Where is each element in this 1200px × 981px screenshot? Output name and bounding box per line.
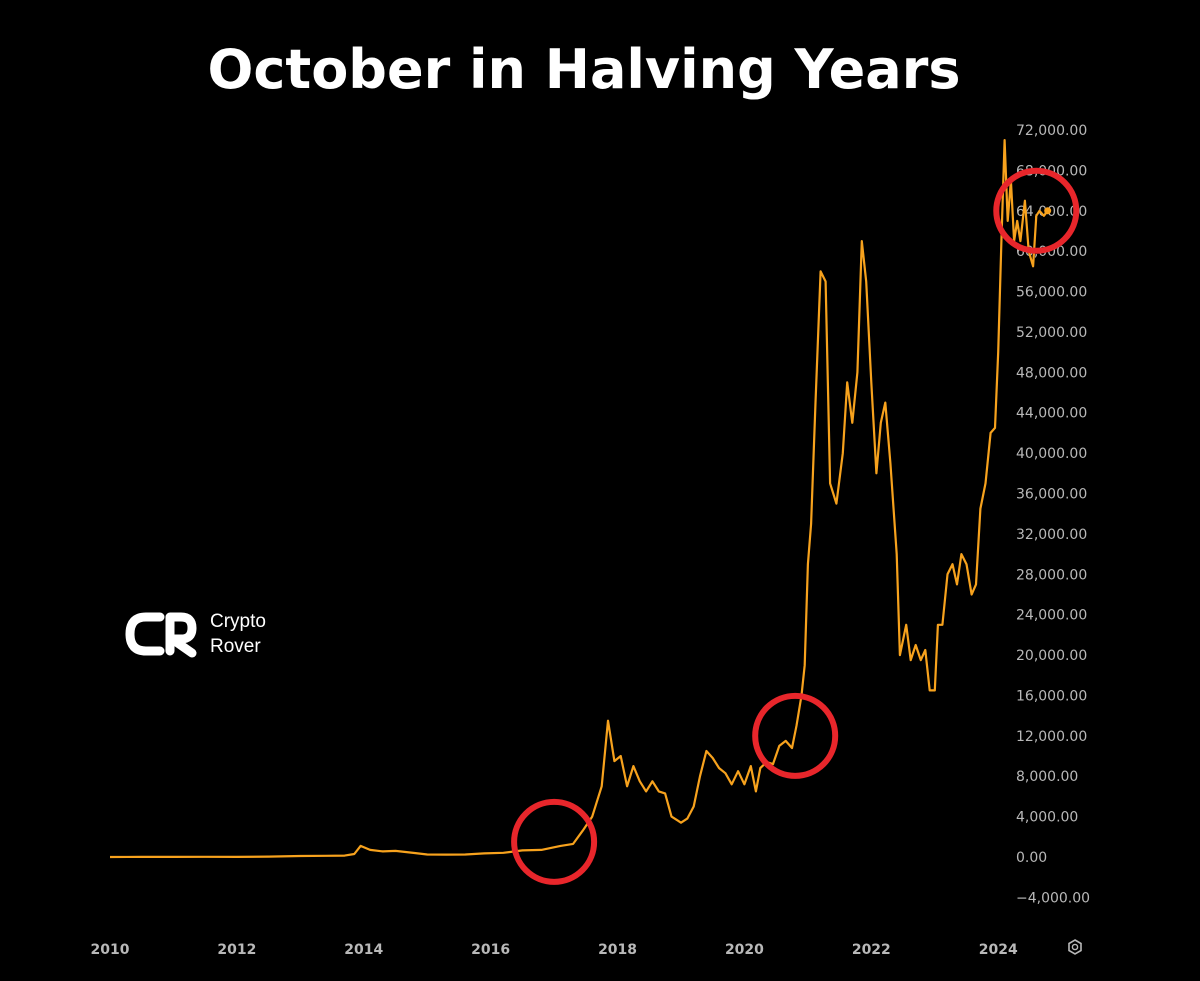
y-tick-label: 8,000.00 (1016, 769, 1078, 785)
x-tick-label: 2014 (344, 942, 383, 958)
x-tick-label: 2016 (471, 942, 510, 958)
x-tick-label: 2022 (852, 942, 891, 958)
last-price-dot (1044, 207, 1052, 215)
y-tick-label: 64,000.00 (1016, 204, 1087, 220)
y-tick-label: 40,000.00 (1016, 446, 1087, 462)
x-tick-label: 2020 (725, 942, 764, 958)
x-axis: 2010 2012 2014 2016 2018 2020 2022 2024 (91, 942, 1018, 958)
y-tick-label: 20,000.00 (1016, 648, 1087, 664)
crypto-rover-logo (125, 612, 197, 658)
x-tick-label: 2012 (217, 942, 256, 958)
y-tick-label: 36,000.00 (1016, 487, 1087, 503)
y-tick-label: 32,000.00 (1016, 527, 1087, 543)
x-tick-label: 2018 (598, 942, 637, 958)
highlight-circle (752, 692, 839, 779)
brand-name-line2: Rover (210, 636, 261, 657)
highlight-circle (993, 167, 1080, 254)
y-tick-label: 72,000.00 (1016, 123, 1087, 139)
chart-title: October in Halving Years (207, 38, 960, 101)
y-tick-label: 44,000.00 (1016, 406, 1087, 422)
y-tick-label: 12,000.00 (1016, 729, 1087, 745)
y-tick-label: 52,000.00 (1016, 325, 1087, 341)
x-tick-label: 2010 (91, 942, 130, 958)
y-tick-label: 56,000.00 (1016, 285, 1087, 301)
plot-area (109, 139, 1052, 859)
y-tick-label: 0.00 (1016, 850, 1047, 866)
price-line (109, 139, 1049, 859)
x-tick-label: 2024 (979, 942, 1018, 958)
y-tick-label: 48,000.00 (1016, 365, 1087, 381)
brand-name-line1: Crypto (210, 611, 266, 632)
y-tick-label: 28,000.00 (1016, 567, 1087, 583)
y-tick-label: 4,000.00 (1016, 810, 1078, 826)
y-tick-label: 24,000.00 (1016, 608, 1087, 624)
y-tick-label: −4,000.00 (1016, 890, 1090, 906)
y-axis: 72,000.0068,000.0064,000.0060,000.0056,0… (1016, 123, 1090, 906)
highlight-circle (511, 798, 598, 885)
y-tick-label: 16,000.00 (1016, 688, 1087, 704)
settings-hexagon-icon[interactable] (1068, 939, 1082, 955)
highlight-circles (511, 167, 1080, 885)
